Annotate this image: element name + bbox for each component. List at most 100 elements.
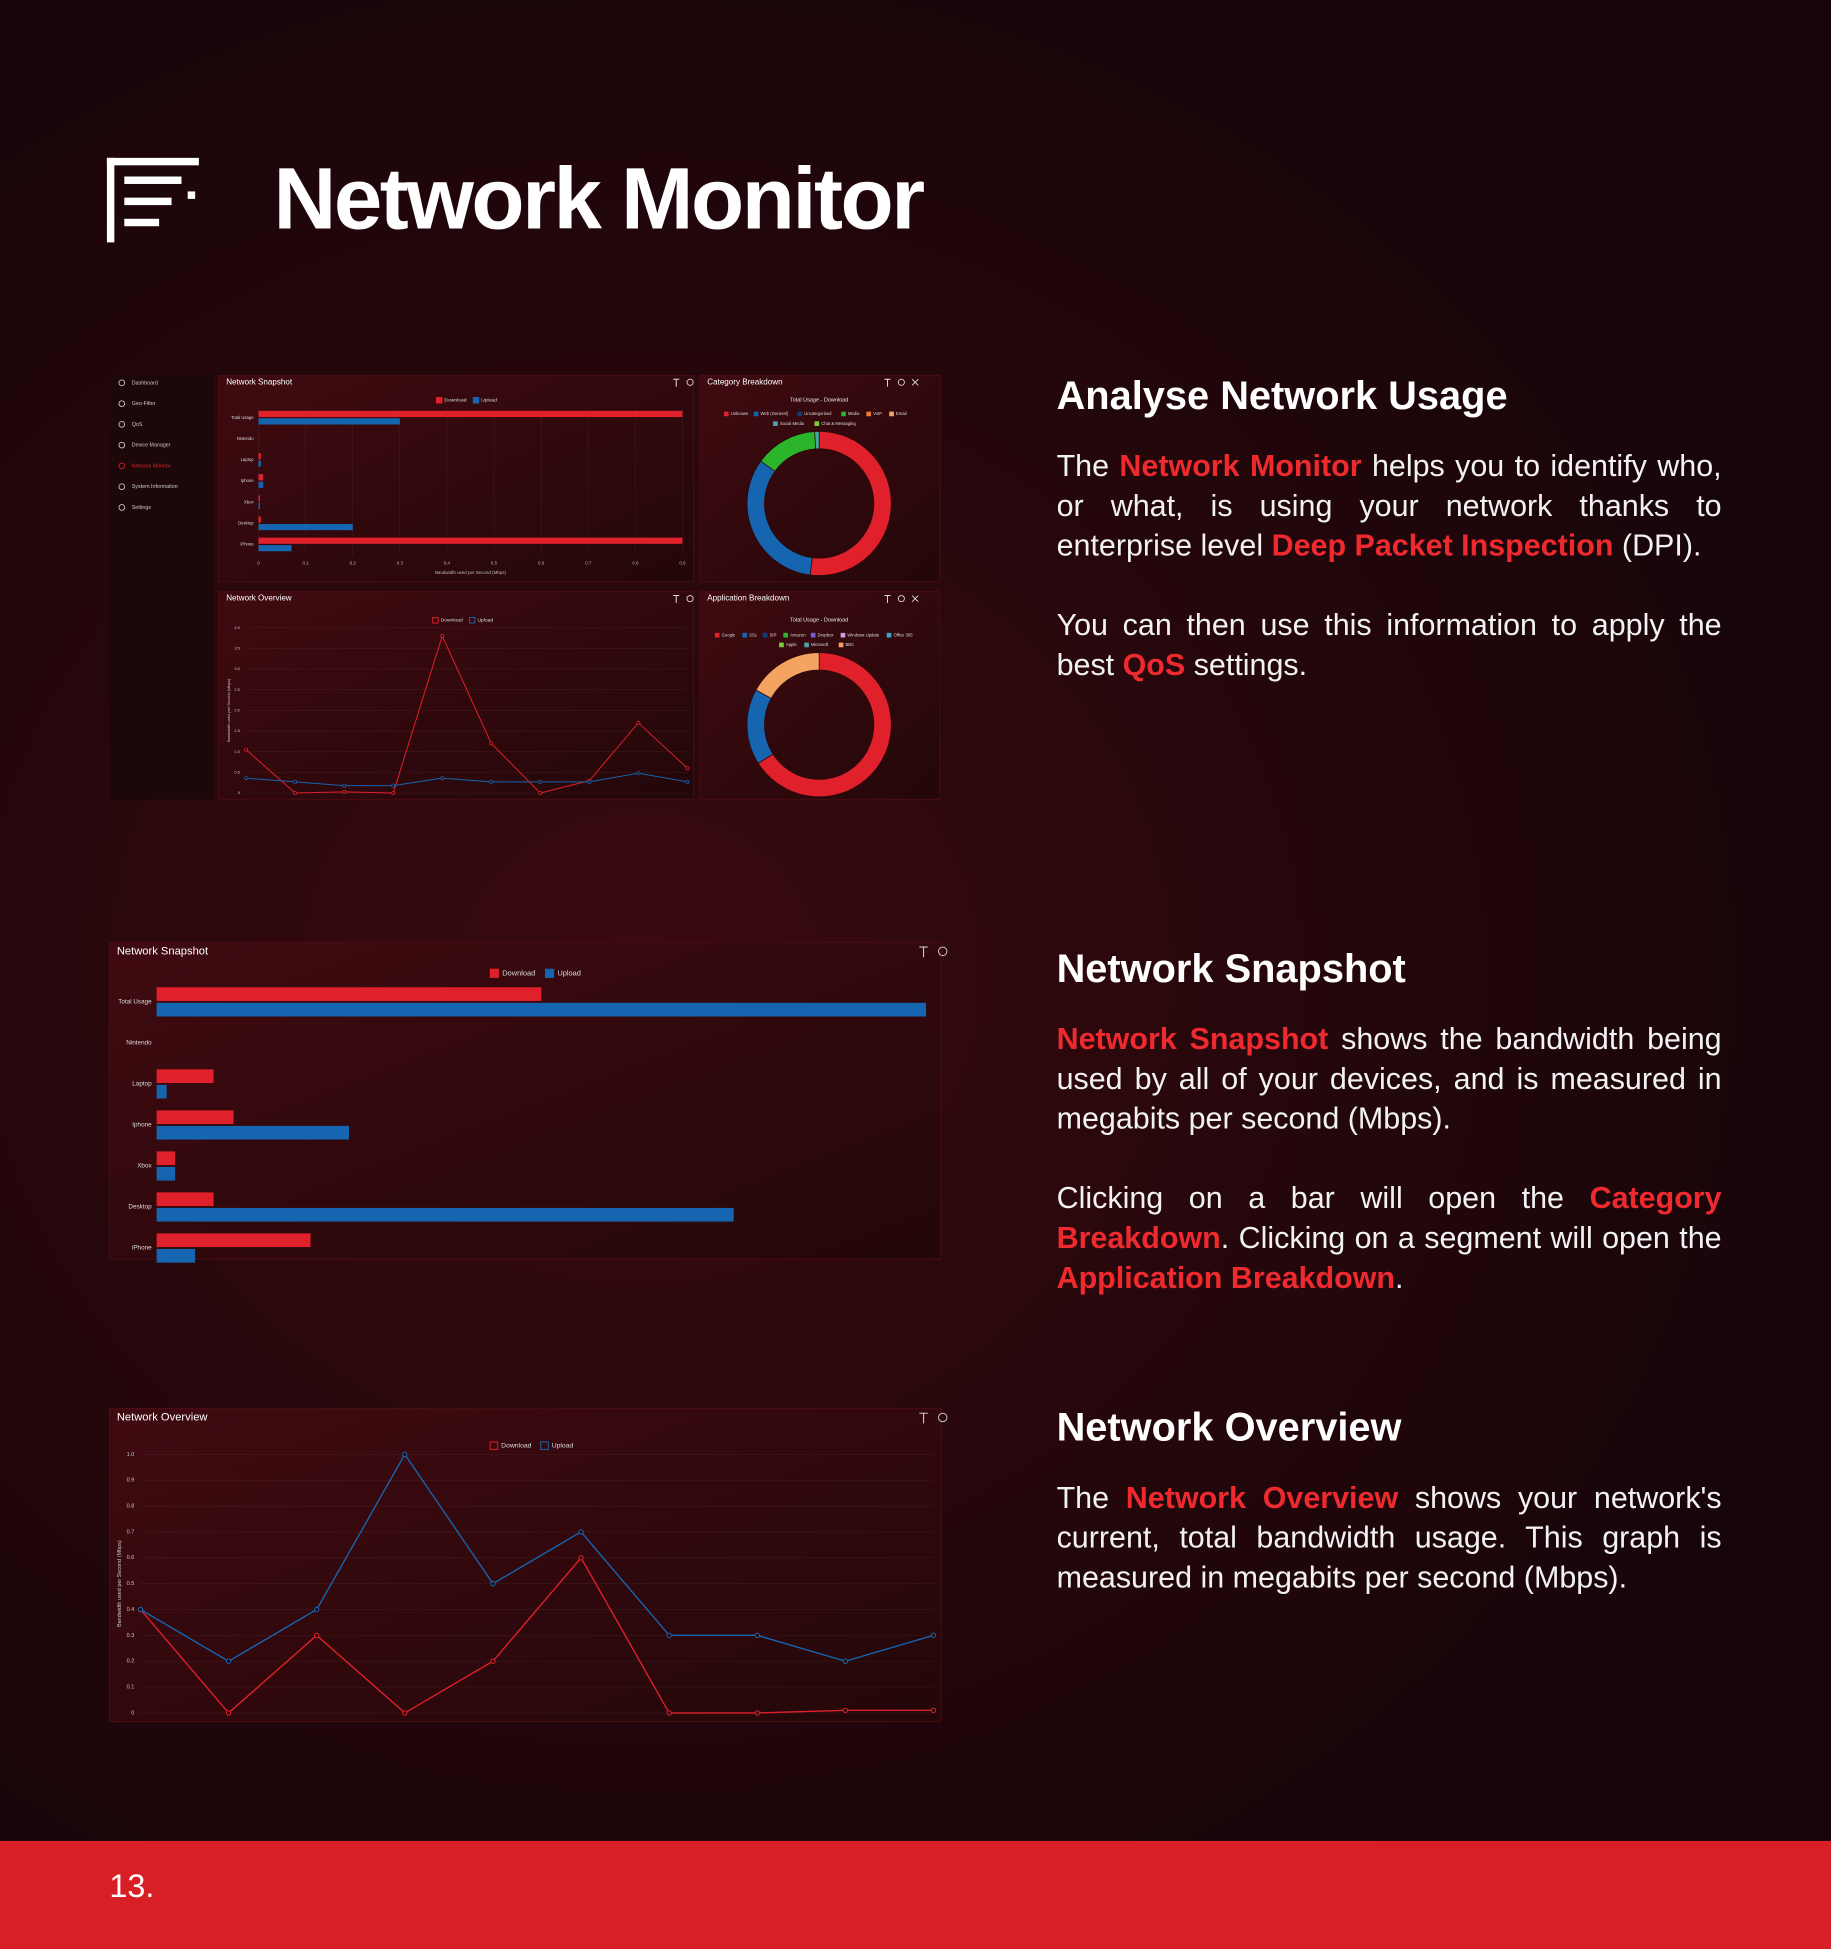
legend-swatch [886, 632, 892, 638]
y-tick-label: 3.5 [234, 645, 240, 650]
sidebar-item[interactable]: Device Manager [132, 443, 171, 449]
close-icon[interactable] [911, 378, 919, 386]
pin-icon[interactable] [919, 1412, 928, 1424]
pin-icon[interactable] [919, 946, 928, 958]
bar[interactable] [258, 481, 264, 488]
bar[interactable] [156, 1151, 176, 1166]
point[interactable] [930, 1707, 937, 1714]
point[interactable] [489, 779, 494, 784]
point[interactable] [842, 1658, 849, 1664]
legend-label: Download [444, 398, 466, 404]
pin-icon[interactable] [884, 378, 891, 387]
bar[interactable] [258, 410, 683, 418]
bar[interactable] [258, 537, 683, 544]
help-icon[interactable] [938, 1412, 948, 1423]
highlight-text: Application Breakdown [1056, 1261, 1396, 1296]
help-icon[interactable] [686, 595, 694, 603]
point[interactable] [313, 1606, 320, 1613]
point[interactable] [587, 779, 592, 784]
pin-icon[interactable] [884, 595, 891, 603]
point[interactable] [313, 1632, 320, 1639]
sidebar-item[interactable]: Network Monitor [132, 463, 171, 469]
point[interactable] [244, 776, 249, 781]
point[interactable] [342, 783, 347, 788]
help-icon[interactable] [897, 595, 905, 603]
x-tick-label: 0.4 [444, 560, 451, 565]
point[interactable] [391, 783, 396, 788]
point[interactable] [440, 776, 445, 781]
bar[interactable] [156, 1248, 196, 1263]
sidebar-item[interactable]: System Information [132, 484, 178, 490]
point[interactable] [293, 779, 298, 784]
bar[interactable] [156, 1069, 214, 1083]
bar[interactable] [156, 1192, 214, 1207]
point[interactable] [137, 1606, 144, 1613]
point[interactable] [685, 779, 690, 784]
point[interactable] [490, 1658, 496, 1664]
donut-segment[interactable] [755, 652, 820, 699]
help-icon[interactable] [938, 946, 948, 956]
donut-segment[interactable] [757, 652, 892, 798]
bar[interactable] [258, 516, 261, 523]
close-icon[interactable] [911, 595, 919, 602]
category-label: Total Usage [231, 415, 254, 420]
bar[interactable] [258, 418, 400, 425]
point[interactable] [754, 1632, 760, 1639]
point[interactable] [636, 720, 641, 725]
point[interactable] [538, 791, 543, 796]
bar[interactable] [156, 1166, 176, 1181]
sidebar-item[interactable]: Settings [132, 505, 152, 511]
bar[interactable] [156, 1207, 734, 1222]
bar[interactable] [156, 1125, 349, 1140]
bar[interactable] [258, 545, 292, 552]
point[interactable] [402, 1710, 408, 1716]
point[interactable] [538, 779, 543, 784]
donut-segment[interactable] [814, 430, 820, 450]
point[interactable] [666, 1632, 672, 1639]
bar[interactable] [258, 453, 261, 460]
line [246, 772, 688, 787]
point[interactable] [225, 1658, 232, 1664]
help-icon[interactable] [686, 378, 694, 386]
legend-label: Unknown [731, 411, 749, 416]
bar[interactable] [156, 1084, 167, 1099]
help-icon[interactable] [897, 378, 905, 386]
pin-icon[interactable] [673, 378, 680, 387]
point[interactable] [489, 741, 494, 746]
point[interactable] [930, 1632, 937, 1639]
bar[interactable] [258, 523, 353, 531]
bar[interactable] [258, 460, 261, 467]
sidebar-item[interactable]: QoS [132, 422, 143, 428]
pin-icon[interactable] [673, 595, 680, 603]
point[interactable] [342, 789, 347, 794]
bar[interactable] [156, 1002, 927, 1017]
bar[interactable] [258, 502, 260, 510]
donut-segment[interactable] [809, 430, 892, 576]
point[interactable] [244, 747, 249, 752]
point[interactable] [636, 771, 641, 776]
bar[interactable] [258, 474, 264, 481]
point[interactable] [391, 791, 396, 796]
point[interactable] [225, 1710, 232, 1716]
sidebar-item[interactable]: Dashboard [132, 380, 158, 386]
bar[interactable] [258, 495, 260, 502]
bar[interactable] [156, 1233, 311, 1248]
point[interactable] [685, 766, 690, 771]
point[interactable] [440, 634, 445, 638]
point[interactable] [578, 1555, 584, 1561]
sidebar-item[interactable]: Geo-Filter [132, 401, 156, 407]
point[interactable] [666, 1710, 672, 1716]
point[interactable] [578, 1529, 584, 1535]
point[interactable] [842, 1707, 849, 1714]
bar[interactable] [156, 1110, 234, 1125]
legend-label: Google [722, 632, 736, 637]
point[interactable] [293, 791, 298, 796]
sidebar-icon [118, 462, 126, 470]
point[interactable] [754, 1710, 760, 1716]
bar[interactable] [156, 987, 542, 1001]
point[interactable] [490, 1580, 496, 1587]
point[interactable] [402, 1451, 408, 1458]
